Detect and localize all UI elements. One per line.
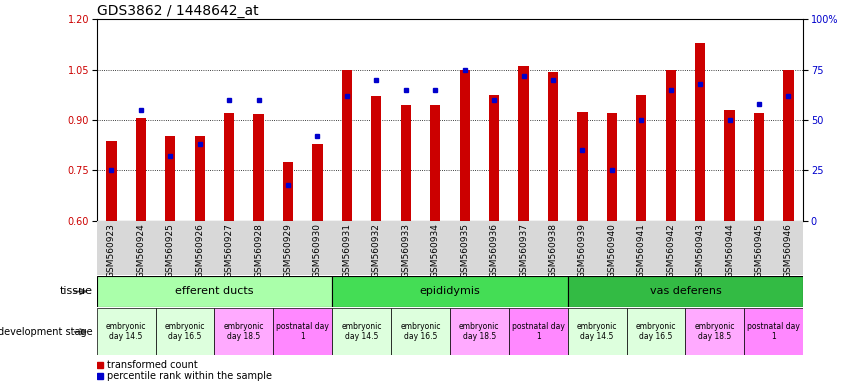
Text: GSM560946: GSM560946 — [784, 223, 793, 278]
Text: efferent ducts: efferent ducts — [175, 286, 254, 296]
Text: GSM560941: GSM560941 — [637, 223, 646, 278]
Bar — [547, 72, 558, 221]
Text: GSM560940: GSM560940 — [607, 223, 616, 278]
Bar — [724, 110, 735, 221]
Bar — [744, 308, 803, 355]
Text: transformed count: transformed count — [107, 360, 198, 370]
Text: GSM560942: GSM560942 — [666, 223, 675, 278]
Bar — [627, 308, 685, 355]
Text: GSM560930: GSM560930 — [313, 223, 322, 278]
Bar — [253, 114, 264, 221]
Bar — [194, 136, 205, 221]
Bar — [135, 118, 146, 221]
Text: GSM560945: GSM560945 — [754, 223, 764, 278]
Bar — [695, 43, 706, 221]
Text: embryonic
day 14.5: embryonic day 14.5 — [341, 322, 382, 341]
Bar — [214, 308, 273, 355]
Bar — [489, 95, 500, 221]
Text: embryonic
day 18.5: embryonic day 18.5 — [224, 322, 264, 341]
Bar — [783, 70, 794, 221]
Text: embryonic
day 18.5: embryonic day 18.5 — [695, 322, 735, 341]
Text: GSM560937: GSM560937 — [519, 223, 528, 278]
Bar — [400, 105, 411, 221]
Bar — [97, 308, 156, 355]
Bar — [509, 308, 568, 355]
Bar — [273, 308, 332, 355]
Bar — [224, 113, 235, 221]
Text: epididymis: epididymis — [420, 286, 480, 296]
Bar — [665, 70, 676, 221]
Bar — [97, 276, 332, 307]
Bar — [606, 113, 617, 221]
Bar — [430, 104, 441, 221]
Text: GSM560931: GSM560931 — [342, 223, 352, 278]
Text: GSM560934: GSM560934 — [431, 223, 440, 278]
Text: GSM560943: GSM560943 — [696, 223, 705, 278]
Text: embryonic
day 16.5: embryonic day 16.5 — [400, 322, 441, 341]
Text: GSM560929: GSM560929 — [283, 223, 293, 278]
Text: GSM560933: GSM560933 — [401, 223, 410, 278]
Text: GSM560938: GSM560938 — [548, 223, 558, 278]
Text: GSM560925: GSM560925 — [166, 223, 175, 278]
Text: postnatal day
1: postnatal day 1 — [748, 322, 800, 341]
Text: GSM560936: GSM560936 — [489, 223, 499, 278]
Text: GSM560927: GSM560927 — [225, 223, 234, 278]
Text: GDS3862 / 1448642_at: GDS3862 / 1448642_at — [97, 4, 258, 18]
Text: tissue: tissue — [60, 286, 93, 296]
Text: GSM560924: GSM560924 — [136, 223, 145, 278]
Bar — [459, 70, 470, 221]
Bar — [518, 66, 529, 221]
Bar — [754, 113, 764, 221]
Text: GSM560926: GSM560926 — [195, 223, 204, 278]
Bar — [568, 308, 627, 355]
Bar — [341, 70, 352, 221]
Text: development stage: development stage — [0, 327, 93, 337]
Bar — [568, 276, 803, 307]
Bar — [332, 308, 391, 355]
Text: GSM560932: GSM560932 — [372, 223, 381, 278]
Bar — [165, 136, 176, 221]
Bar — [156, 308, 214, 355]
Text: embryonic
day 16.5: embryonic day 16.5 — [165, 322, 205, 341]
Text: postnatal day
1: postnatal day 1 — [512, 322, 564, 341]
Text: GSM560944: GSM560944 — [725, 223, 734, 278]
Bar — [283, 162, 294, 221]
Text: vas deferens: vas deferens — [649, 286, 722, 296]
Bar — [106, 141, 117, 221]
Bar — [391, 308, 450, 355]
Text: GSM560923: GSM560923 — [107, 223, 116, 278]
Bar — [450, 308, 509, 355]
Bar — [332, 276, 568, 307]
Text: embryonic
day 14.5: embryonic day 14.5 — [106, 322, 146, 341]
Text: postnatal day
1: postnatal day 1 — [277, 322, 329, 341]
Text: GSM560928: GSM560928 — [254, 223, 263, 278]
Text: embryonic
day 14.5: embryonic day 14.5 — [577, 322, 617, 341]
Bar — [636, 95, 647, 221]
Bar — [577, 112, 588, 221]
Text: embryonic
day 16.5: embryonic day 16.5 — [636, 322, 676, 341]
Text: embryonic
day 18.5: embryonic day 18.5 — [459, 322, 500, 341]
Text: GSM560935: GSM560935 — [460, 223, 469, 278]
Bar — [312, 144, 323, 221]
Text: GSM560939: GSM560939 — [578, 223, 587, 278]
Bar — [685, 308, 744, 355]
Text: percentile rank within the sample: percentile rank within the sample — [107, 371, 272, 381]
Bar — [371, 96, 382, 221]
